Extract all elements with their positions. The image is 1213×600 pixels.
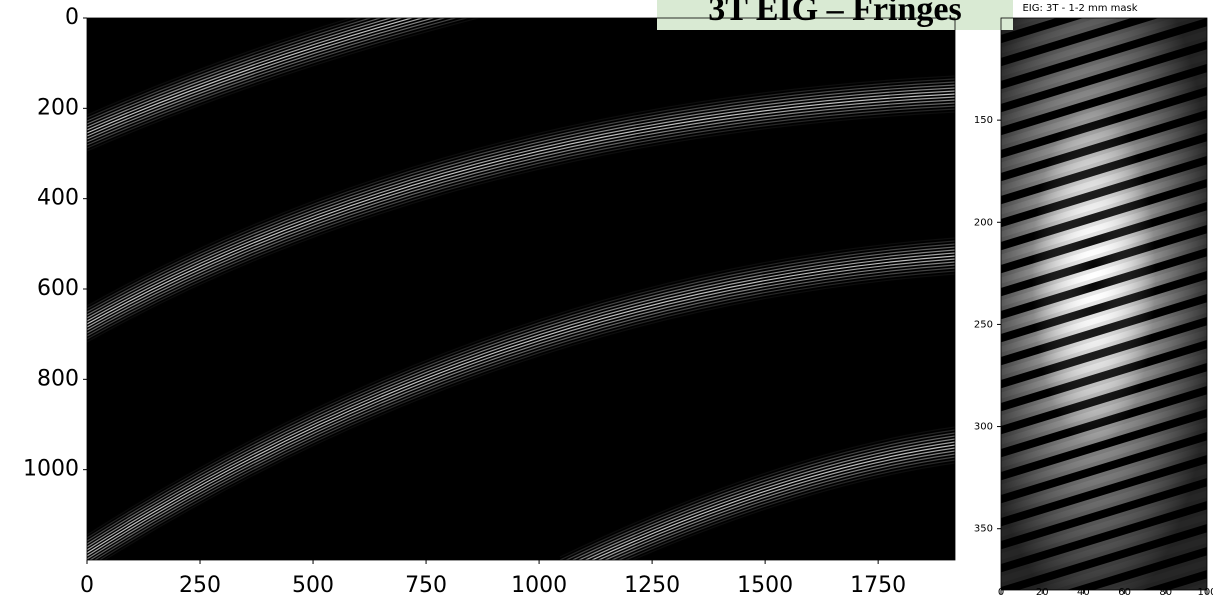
fringe: [87, 240, 955, 539]
fringe: [87, 87, 955, 319]
fringe: [87, 246, 955, 545]
fringe: [87, 18, 425, 137]
fringe: [87, 108, 955, 340]
x-tick-label: 80: [1159, 587, 1172, 598]
fringe: [87, 258, 955, 557]
axes-frame: [1000, 17, 1208, 591]
fringe: [597, 447, 955, 560]
fringe: [603, 450, 955, 560]
fringe: [98, 270, 955, 560]
fringe: [87, 18, 383, 125]
x-tick-label: 500: [292, 573, 334, 598]
fringe: [571, 435, 955, 560]
fringe: [87, 18, 363, 119]
fringe: [87, 252, 955, 551]
fringe: [87, 84, 955, 316]
fringe: [617, 456, 955, 560]
fringe: [87, 81, 955, 313]
fringe: [93, 267, 955, 560]
fringe: [89, 264, 955, 560]
fringe: [87, 78, 955, 310]
x-tick-label: 60: [1118, 587, 1131, 598]
fringe: [103, 273, 955, 560]
y-tick-label: 800: [37, 366, 79, 391]
slide-title: 3T EIG – Fringes: [708, 0, 961, 28]
x-tick-label: 20: [1036, 587, 1049, 598]
x-tick-label: 100: [1197, 587, 1213, 598]
fringe: [610, 453, 955, 560]
fringe: [564, 432, 955, 560]
fringe: [87, 255, 955, 554]
fringe: [584, 441, 955, 560]
x-tick-label: 0: [998, 587, 1004, 598]
fringe: [87, 18, 436, 140]
fringe: [87, 18, 373, 122]
fringe: [559, 429, 955, 560]
fringe: [87, 261, 955, 560]
y-tick-label: 400: [37, 186, 79, 211]
fringe: [87, 249, 955, 548]
fringe: [87, 243, 955, 542]
fringe: [87, 93, 955, 325]
title-box: [657, 0, 1013, 30]
y-tick-label: 1000: [23, 457, 79, 482]
x-tick-label: 0: [80, 573, 94, 598]
y-tick-label: 350: [974, 524, 993, 535]
fringe: [631, 462, 955, 560]
fringe: [87, 18, 404, 131]
fringe: [87, 237, 955, 536]
fringe: [87, 111, 955, 343]
fringe: [87, 18, 447, 143]
fringe: [87, 99, 955, 331]
fringe: [87, 18, 470, 149]
fringe: [577, 438, 955, 560]
fringe: [87, 75, 955, 307]
x-tick-label: 1250: [624, 573, 680, 598]
fringe: [87, 18, 393, 128]
fringe: [87, 18, 481, 152]
fringe: [87, 18, 414, 134]
y-tick-label: 0: [65, 5, 79, 30]
x-tick-label: 40: [1077, 587, 1090, 598]
x-tick-label: 1500: [737, 573, 793, 598]
y-tick-label: 200: [37, 95, 79, 120]
fringe: [87, 102, 955, 334]
fringes: [87, 18, 955, 560]
x-tick-label: 1750: [850, 573, 906, 598]
right-image: [1001, 18, 1207, 590]
fringe: [87, 18, 458, 146]
x-tick-label: 1000: [511, 573, 567, 598]
fringe: [559, 426, 955, 558]
x-tick-label: 750: [405, 573, 447, 598]
fringe: [590, 444, 955, 560]
right-title: EIG: 3T - 1-2 mm mask: [1022, 3, 1137, 14]
fringe: [87, 105, 955, 337]
fringe: [87, 96, 955, 328]
y-tick-label: 200: [974, 217, 993, 228]
fringe: [87, 18, 353, 116]
y-tick-label: 250: [974, 319, 993, 330]
fringe: [87, 90, 955, 322]
x-tick-label: 250: [179, 573, 221, 598]
y-tick-label: 300: [974, 422, 993, 433]
y-tick-label: 150: [974, 115, 993, 126]
y-tick-label: 600: [37, 276, 79, 301]
fringe: [624, 459, 955, 560]
